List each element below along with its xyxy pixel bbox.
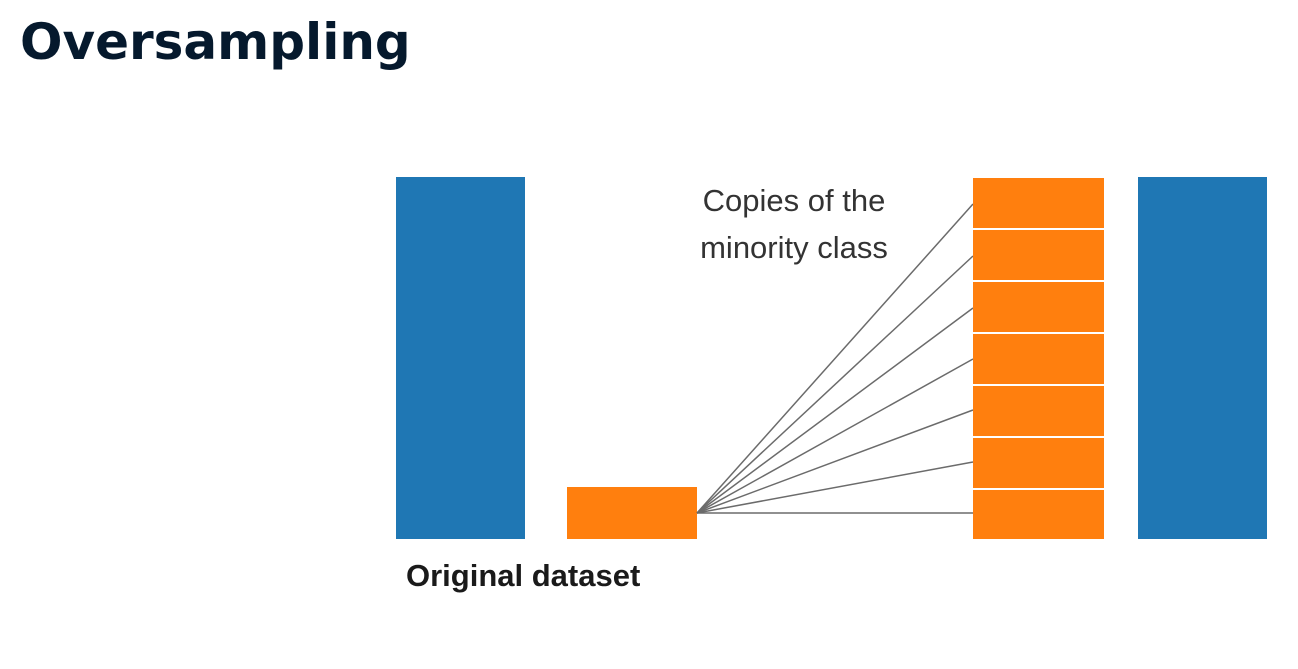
original-majority-bar	[396, 177, 525, 539]
original-minority-bar	[567, 487, 697, 539]
connector-line	[696, 358, 974, 514]
connector-line	[696, 409, 974, 514]
minority-copies-stack	[973, 178, 1104, 539]
minority-copy-block	[973, 490, 1104, 539]
original-dataset-caption: Original dataset	[406, 558, 640, 593]
minority-copy-block	[973, 386, 1104, 436]
resampled-majority-bar	[1138, 177, 1267, 539]
slide-title: Oversampling	[20, 13, 411, 71]
connector-line	[696, 203, 974, 514]
minority-copy-block	[973, 438, 1104, 488]
copy-connector-lines	[696, 203, 974, 514]
minority-copy-block	[973, 282, 1104, 332]
connector-line	[696, 255, 974, 514]
copies-label-line2: minority class	[700, 230, 888, 265]
minority-copy-block	[973, 178, 1104, 228]
connector-line	[696, 461, 974, 514]
minority-copy-block	[973, 334, 1104, 384]
connector-line	[696, 307, 974, 514]
minority-copy-block	[973, 230, 1104, 280]
copies-label-line1: Copies of the	[703, 183, 886, 218]
